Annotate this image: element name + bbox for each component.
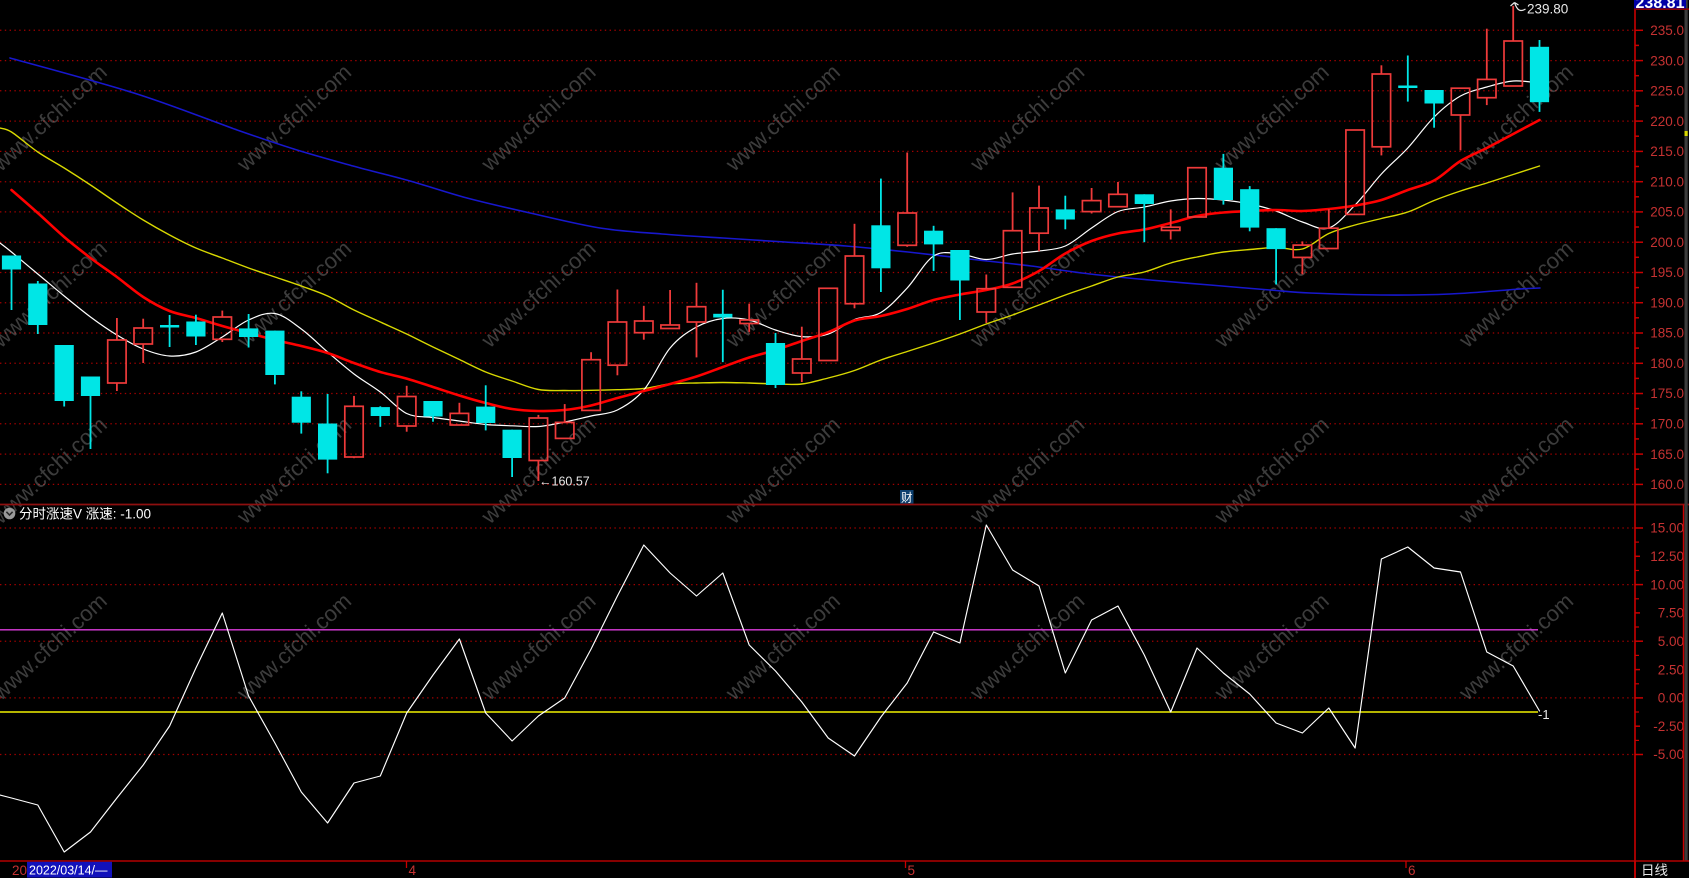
svg-text:-2.50: -2.50	[1653, 719, 1684, 734]
svg-text:-1: -1	[1538, 707, 1550, 722]
svg-text:175.0: 175.0	[1650, 386, 1684, 401]
svg-text:←160.57: ←160.57	[539, 475, 590, 489]
svg-text:4: 4	[409, 863, 417, 878]
svg-text:215.0: 215.0	[1650, 144, 1684, 159]
svg-text:239.80: 239.80	[1527, 2, 1568, 17]
svg-text:185.0: 185.0	[1650, 326, 1684, 341]
svg-text:15.00: 15.00	[1650, 521, 1684, 536]
svg-text:分时涨速V 涨速: -1.00: 分时涨速V 涨速: -1.00	[19, 507, 151, 522]
svg-text:225.0: 225.0	[1650, 84, 1684, 99]
svg-text:210.0: 210.0	[1650, 174, 1684, 189]
svg-text:180.0: 180.0	[1650, 356, 1684, 371]
svg-text:6: 6	[1408, 863, 1416, 878]
svg-text:238.81: 238.81	[1636, 0, 1685, 12]
svg-text:7.50: 7.50	[1658, 606, 1684, 621]
svg-text:160.0: 160.0	[1650, 477, 1684, 492]
svg-text:190.0: 190.0	[1650, 295, 1684, 310]
svg-text:205.0: 205.0	[1650, 205, 1684, 220]
svg-text:195.0: 195.0	[1650, 265, 1684, 280]
svg-text:165.0: 165.0	[1650, 447, 1684, 462]
svg-text:220.0: 220.0	[1650, 114, 1684, 129]
svg-text:财: 财	[901, 491, 913, 505]
svg-text:5: 5	[908, 863, 916, 878]
svg-text:2.50: 2.50	[1658, 662, 1684, 677]
svg-text:12.50: 12.50	[1650, 549, 1684, 564]
svg-text:235.0: 235.0	[1650, 23, 1684, 38]
svg-text:0.00: 0.00	[1658, 691, 1684, 706]
svg-text:200.0: 200.0	[1650, 235, 1684, 250]
svg-text:230.0: 230.0	[1650, 53, 1684, 68]
svg-text:170.0: 170.0	[1650, 417, 1684, 432]
svg-text:-5.00: -5.00	[1653, 747, 1684, 762]
svg-text:日线: 日线	[1641, 863, 1668, 878]
svg-text:5.00: 5.00	[1658, 634, 1684, 649]
svg-text:2022/03/14/—: 2022/03/14/—	[29, 864, 108, 878]
svg-text:10.00: 10.00	[1650, 577, 1684, 592]
